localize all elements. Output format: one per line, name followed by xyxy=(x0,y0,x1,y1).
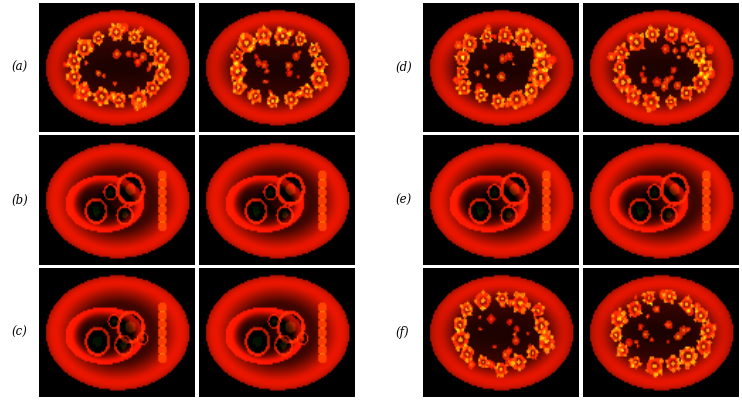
Text: (e): (e) xyxy=(395,194,411,206)
Text: (b): (b) xyxy=(11,194,28,206)
Text: (f): (f) xyxy=(395,326,409,339)
Text: (d): (d) xyxy=(395,61,412,74)
Text: (a): (a) xyxy=(11,61,27,74)
Text: (c): (c) xyxy=(11,326,27,339)
